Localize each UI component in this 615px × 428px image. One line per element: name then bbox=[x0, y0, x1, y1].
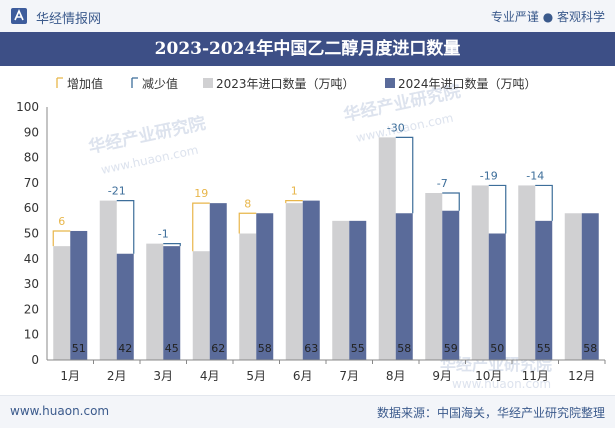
bar-2023 bbox=[518, 185, 536, 360]
change-label: -7 bbox=[437, 177, 448, 190]
bar-2023 bbox=[425, 193, 443, 360]
y-tick-label: 20 bbox=[24, 302, 39, 316]
x-tick-label: 4月 bbox=[200, 369, 220, 383]
x-tick-label: 11月 bbox=[522, 369, 549, 383]
legend-swatch-2024 bbox=[385, 78, 395, 88]
bar-2024 bbox=[302, 200, 320, 360]
y-tick-label: 80 bbox=[24, 151, 39, 165]
change-label: 6 bbox=[58, 215, 65, 228]
bar-2024-value-label: 58 bbox=[397, 342, 411, 355]
footer-url[interactable]: www.huaon.com bbox=[10, 404, 110, 418]
legend-label: 减少值 bbox=[142, 76, 178, 91]
increase-bracket bbox=[285, 200, 303, 204]
x-tick-label: 3月 bbox=[153, 369, 173, 383]
change-label: 1 bbox=[291, 185, 298, 198]
bar-2023 bbox=[192, 251, 210, 360]
y-tick-label: 60 bbox=[24, 201, 39, 215]
x-tick-label: 8月 bbox=[386, 369, 406, 383]
y-tick-label: 0 bbox=[31, 353, 39, 367]
footer-bar: www.huaon.com 数据来源：中国海关，华经产业研究院整理 bbox=[0, 395, 615, 428]
bar-2024-value-label: 55 bbox=[537, 342, 551, 355]
bar-2024-value-label: 58 bbox=[583, 342, 597, 355]
y-tick-label: 70 bbox=[24, 176, 39, 190]
legend-label: 2023年进口数量（万吨） bbox=[216, 76, 355, 91]
chart-title: 2023-2024年中国乙二醇月度进口数量 bbox=[154, 39, 461, 59]
bar-2024-value-label: 62 bbox=[211, 342, 225, 355]
footer-source: 数据来源：中国海关，华经产业研究院整理 bbox=[376, 406, 605, 420]
bar-2024 bbox=[116, 253, 134, 360]
change-label: -21 bbox=[108, 185, 126, 198]
huajing-logo-icon bbox=[11, 8, 27, 24]
decrease-bracket bbox=[535, 184, 553, 221]
bar-2024-value-label: 59 bbox=[444, 342, 458, 355]
increase-bracket bbox=[192, 202, 210, 252]
y-tick-label: 100 bbox=[16, 100, 39, 114]
decrease-bracket bbox=[163, 243, 181, 247]
x-tick-label: 6月 bbox=[293, 369, 313, 383]
bar-2023 bbox=[378, 137, 396, 360]
y-tick-label: 90 bbox=[24, 125, 39, 139]
change-label: 8 bbox=[244, 197, 251, 210]
bar-2024 bbox=[442, 210, 460, 360]
x-tick-label: 5月 bbox=[246, 369, 266, 383]
legend-swatch-2023 bbox=[203, 78, 213, 88]
watermark: www.huaon.com bbox=[452, 377, 551, 391]
change-label: 19 bbox=[194, 187, 208, 200]
site-name: 华经情报网 bbox=[36, 12, 102, 27]
x-tick-label: 1月 bbox=[60, 369, 80, 383]
increase-bracket bbox=[238, 212, 257, 234]
title-bar: 2023-2024年中国乙二醇月度进口数量 bbox=[0, 32, 615, 66]
change-label: -14 bbox=[526, 169, 544, 182]
bar-2024 bbox=[70, 230, 88, 360]
decrease-bracket bbox=[488, 184, 507, 234]
bar-2024 bbox=[395, 213, 413, 360]
bar-2023 bbox=[239, 233, 257, 360]
bar-2024 bbox=[488, 233, 506, 360]
bar-2023 bbox=[564, 213, 582, 360]
bar-2023 bbox=[146, 243, 164, 360]
bar-2024 bbox=[256, 213, 274, 360]
legend-increase-marker bbox=[56, 77, 63, 88]
bar-2023 bbox=[99, 200, 117, 360]
bar-2023 bbox=[332, 220, 350, 360]
bar-2024-value-label: 63 bbox=[304, 342, 318, 355]
bar-chart: 华经产业研究院www.huaon.com华经产业研究院www.huaon.com… bbox=[16, 76, 606, 391]
x-tick-label: 2月 bbox=[107, 369, 127, 383]
y-tick-label: 10 bbox=[24, 328, 39, 342]
change-label: -30 bbox=[387, 121, 405, 134]
legend-decrease-marker bbox=[131, 77, 138, 88]
bar-2024-value-label: 51 bbox=[72, 342, 86, 355]
y-tick-label: 50 bbox=[24, 227, 39, 241]
decrease-bracket bbox=[442, 192, 460, 211]
x-tick-label: 9月 bbox=[432, 369, 452, 383]
x-tick-label: 7月 bbox=[339, 369, 359, 383]
bar-2024-value-label: 58 bbox=[258, 342, 272, 355]
bar-2024 bbox=[209, 203, 227, 360]
bar-2023 bbox=[53, 246, 71, 360]
bar-2023 bbox=[471, 185, 489, 360]
legend-label: 2024年进口数量（万吨） bbox=[398, 76, 537, 91]
y-tick-label: 30 bbox=[24, 277, 39, 291]
legend-label: 增加值 bbox=[67, 76, 103, 91]
decrease-bracket bbox=[116, 200, 135, 254]
decrease-bracket bbox=[395, 136, 414, 214]
increase-bracket bbox=[52, 230, 71, 247]
bar-2024-value-label: 42 bbox=[118, 342, 132, 355]
bar-2024-value-label: 55 bbox=[351, 342, 365, 355]
bar-2024 bbox=[163, 246, 181, 360]
x-tick-label: 10月 bbox=[475, 369, 502, 383]
change-label: -19 bbox=[480, 169, 498, 182]
change-label: -1 bbox=[158, 228, 169, 241]
bar-2024 bbox=[581, 213, 599, 360]
y-tick-label: 40 bbox=[24, 252, 39, 266]
bar-2024-value-label: 45 bbox=[165, 342, 179, 355]
bar-2023 bbox=[285, 203, 303, 360]
x-tick-label: 12月 bbox=[568, 369, 595, 383]
slogan: 专业严谨 ● 客观科学 bbox=[490, 10, 605, 24]
bar-2024-value-label: 50 bbox=[490, 342, 504, 355]
bar-2024 bbox=[349, 220, 367, 360]
bar-2024 bbox=[535, 220, 553, 360]
